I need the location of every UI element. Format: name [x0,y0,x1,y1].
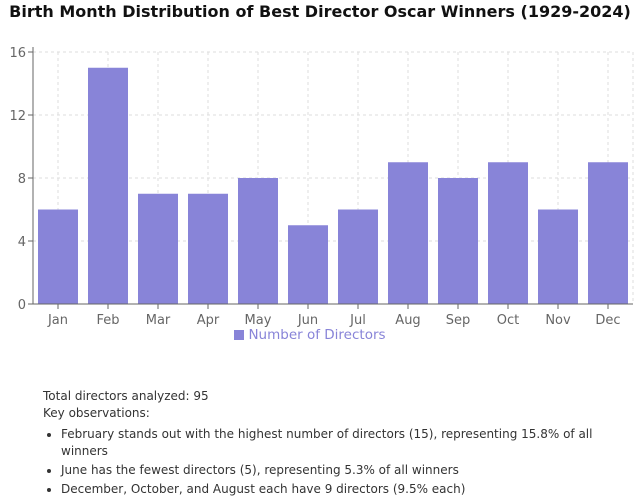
x-tick-label: Dec [595,313,620,328]
x-tick-label: Mar [146,313,171,328]
y-tick-label: 16 [9,46,26,61]
bar-mar [138,193,178,304]
x-tick-label: Apr [197,313,220,328]
bar-jun [288,225,328,304]
bar-jul [338,209,378,304]
notes: Total directors analyzed: 95 Key observa… [43,388,640,500]
observations-heading: Key observations: [43,406,150,420]
y-tick-label: 4 [18,235,26,250]
total-text: Total directors analyzed: 95 [43,389,209,403]
bar-nov [538,209,578,304]
observations-list: February stands out with the highest num… [43,426,640,498]
bar-dec [588,162,628,304]
y-tick-label: 8 [18,172,26,187]
chart-title: Birth Month Distribution of Best Directo… [9,2,631,21]
bar-oct [488,162,528,304]
x-tick-label: Sep [446,313,471,328]
x-tick-label: Oct [497,313,519,328]
bar-may [238,178,278,304]
legend-swatch [234,330,245,340]
observation-item: February stands out with the highest num… [61,426,640,460]
x-tick-label: Aug [395,313,420,328]
x-tick-label: Nov [545,313,571,328]
legend-label: Number of Directors [248,327,386,343]
x-tick-label: Jun [297,313,318,328]
x-tick-label: May [245,313,272,328]
legend[interactable]: Number of Directors [0,327,620,343]
observation-item: June has the fewest directors (5), repre… [61,462,640,479]
bar-aug [388,162,428,304]
x-tick-label: Jan [47,313,68,328]
y-tick-label: 12 [9,109,26,124]
x-tick-label: Feb [96,313,119,328]
observation-item: December, October, and August each have … [61,481,640,498]
y-tick-label: 0 [18,298,26,313]
bar-apr [188,193,228,304]
bar-chart: 0 4 8 12 16 Jan Feb Mar Apr May Jun Jul Aug Sep Oct Nov… [9,46,634,328]
x-tick-label: Jul [349,313,366,328]
bar-jan [38,209,78,304]
bar-sep [438,178,478,304]
bar-feb [88,67,128,304]
